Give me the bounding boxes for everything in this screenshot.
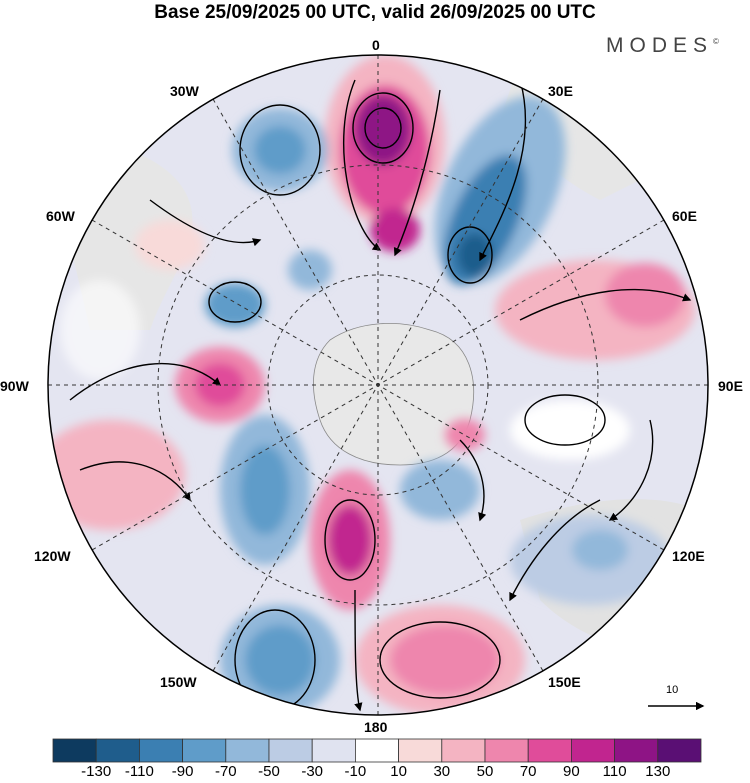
map-boundary <box>47 54 709 716</box>
colorbar-tick-label: -70 <box>214 763 237 780</box>
colorbar-tick-label: 90 <box>563 763 580 780</box>
colorbar-tick-label: -50 <box>258 763 280 780</box>
colorbar-tick-label: -110 <box>124 763 154 780</box>
map-title: Base 25/09/2025 00 UTC, valid 26/09/2025… <box>154 2 596 23</box>
label-lon-120w: 120W <box>34 548 71 564</box>
label-lon-90e: 90E <box>718 378 743 394</box>
colorbar-swatch <box>225 738 270 763</box>
colorbar-tick-label: 70 <box>519 763 537 780</box>
graticule <box>48 55 708 715</box>
colorbar-tick-label: 30 <box>433 763 451 780</box>
colorbar-swatch <box>311 738 356 763</box>
colorbar-swatch <box>182 738 227 763</box>
label-lon-0: 0 <box>372 37 380 53</box>
colorbar-swatch <box>354 738 399 763</box>
colorbar-swatch <box>268 738 313 763</box>
colorbar-tick-label: 50 <box>476 763 494 780</box>
colorbar-swatch <box>614 738 659 763</box>
colorbar-tick-label: -90 <box>171 763 194 780</box>
colorbar-swatch <box>441 738 486 763</box>
colorbar-tick-label: -130 <box>81 763 112 780</box>
label-lon-30w: 30W <box>170 83 199 99</box>
colorbar-tick-label: 110 <box>602 763 627 780</box>
label-lon-60w: 60W <box>46 208 75 224</box>
modes-logo: MODES© <box>606 34 719 58</box>
reference-vector-label: 10 <box>666 684 679 696</box>
label-lon-60e: 60E <box>672 208 697 224</box>
label-lon-180: 180 <box>364 719 388 735</box>
colorbar-tick-label: 130 <box>645 763 671 780</box>
colorbar-swatch <box>52 738 97 763</box>
colorbar-swatch <box>527 738 572 763</box>
colorbar-tick-label: -10 <box>344 763 367 780</box>
antarctica-land <box>313 323 474 466</box>
colorbar-swatch <box>398 738 443 763</box>
label-lon-120e: 120E <box>672 548 705 564</box>
colorbar-swatch <box>571 738 616 763</box>
colorbar-swatch <box>657 738 702 763</box>
anomaly-field <box>48 55 708 715</box>
label-lon-30e: 30E <box>548 83 573 99</box>
label-lon-150e: 150E <box>548 674 581 690</box>
colorbar-swatch <box>95 738 140 763</box>
copyright-mark: © <box>713 37 719 46</box>
colorbar-swatch <box>484 738 529 763</box>
colorbar <box>52 738 702 763</box>
colorbar-tick-label: 10 <box>390 763 407 780</box>
brand-name: MODES <box>606 34 714 57</box>
colorbar-tick-label: -30 <box>301 763 324 780</box>
label-lon-150w: 150W <box>160 674 197 690</box>
colorbar-swatch <box>138 738 183 763</box>
label-lon-90w: 90W <box>0 378 29 394</box>
